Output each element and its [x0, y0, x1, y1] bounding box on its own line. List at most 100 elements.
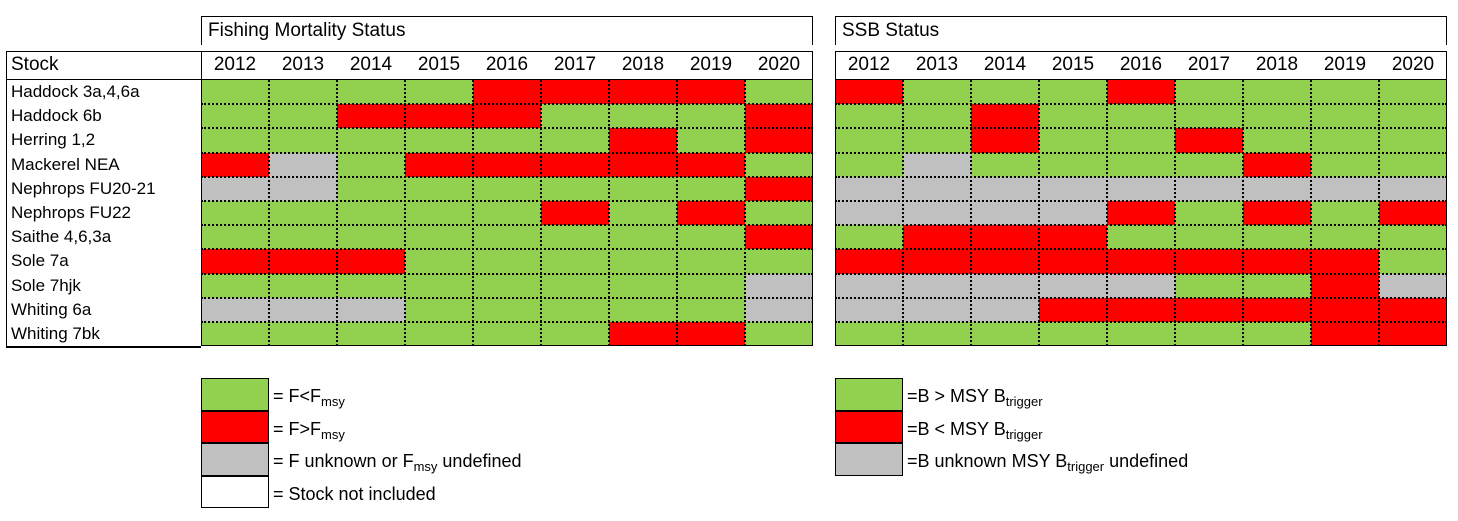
fishing-mortality-status-cell [405, 176, 473, 201]
fishing-mortality-col-gridline [336, 80, 338, 347]
ssb-status-cell [903, 80, 971, 105]
ssb-status-cell [1311, 201, 1379, 226]
ssb-status-cell [1379, 201, 1447, 226]
ssb-year-header-row [835, 51, 1447, 80]
ssb-status-cell [1175, 128, 1243, 153]
legend-text: = F unknown or F [273, 451, 414, 471]
fishing-mortality-status-cell [269, 128, 337, 153]
fishing-mortality-status-cell [337, 297, 405, 322]
fishing-mortality-legend-swatch [201, 410, 269, 443]
ssb-status-cell [1379, 176, 1447, 201]
ssb-row-gridline [835, 321, 1447, 323]
fishing-mortality-status-cell [609, 201, 677, 226]
ssb-status-cell [835, 80, 903, 105]
ssb-status-cell [1379, 273, 1447, 298]
fishing-mortality-legend-label: = F unknown or Fmsy undefined [273, 445, 522, 477]
fishing-mortality-status-cell [541, 273, 609, 298]
fishing-mortality-year-label: 2018 [621, 54, 665, 75]
fishing-mortality-row-gridline [201, 224, 813, 227]
fishing-mortality-status-cell [405, 273, 473, 298]
stock-label: Herring 1,2 [6, 128, 201, 153]
fishing-mortality-status-cell [405, 128, 473, 153]
ssb-legend-swatch [835, 410, 903, 443]
stock-column-bottom-border [6, 346, 201, 348]
fishing-mortality-status-cell [677, 128, 745, 153]
ssb-status-cell [835, 273, 903, 298]
ssb-status-cell [1039, 249, 1107, 274]
fishing-mortality-status-cell [405, 104, 473, 129]
fishing-mortality-status-cell [541, 225, 609, 250]
fishing-mortality-status-cell [609, 128, 677, 153]
stock-column-header: Stock [6, 51, 201, 80]
ssb-legend-swatch [835, 378, 903, 411]
ssb-status-cell [1107, 80, 1175, 105]
ssb-row-gridline [835, 224, 1447, 227]
ssb-row-gridline [835, 272, 1447, 275]
fishing-mortality-status-cell [473, 80, 541, 105]
fishing-mortality-status-cell [405, 225, 473, 250]
fishing-mortality-status-cell [201, 225, 269, 250]
ssb-legend-label: =B unknown MSY Btrigger undefined [907, 445, 1188, 477]
fishing-mortality-status-cell [269, 273, 337, 298]
fishing-mortality-status-cell [473, 104, 541, 129]
legend-subscript: trigger [1067, 459, 1105, 474]
ssb-status-cell [835, 201, 903, 226]
ssb-status-cell [1175, 176, 1243, 201]
fishing-mortality-status-cell [609, 225, 677, 250]
fishing-mortality-status-cell [405, 297, 473, 322]
fishing-mortality-status-cell [609, 176, 677, 201]
fishing-mortality-row-gridline [201, 321, 813, 323]
fishing-mortality-status-cell [473, 225, 541, 250]
fishing-mortality-status-cell [745, 80, 813, 105]
ssb-year-label: 2012 [847, 54, 891, 75]
fishing-mortality-status-cell [609, 152, 677, 177]
ssb-status-cell [971, 273, 1039, 298]
fishing-mortality-status-cell [541, 152, 609, 177]
fishing-mortality-legend-label: = Stock not included [273, 478, 436, 510]
ssb-status-cell [1175, 201, 1243, 226]
fishing-mortality-status-cell [201, 176, 269, 201]
legend-subscript: msy [413, 459, 438, 474]
fishing-mortality-row-gridline [201, 175, 813, 178]
fishing-mortality-status-cell [473, 273, 541, 298]
fishing-mortality-status-cell [745, 322, 813, 347]
fishing-mortality-status-cell [677, 201, 745, 226]
fishing-mortality-status-cell [745, 152, 813, 177]
fishing-mortality-legend-swatch [201, 443, 269, 476]
ssb-year-label: 2016 [1119, 54, 1163, 75]
fishing-mortality-status-cell [541, 322, 609, 347]
fishing-mortality-status-cell [541, 201, 609, 226]
ssb-status-cell [1107, 273, 1175, 298]
ssb-status-cell [1039, 201, 1107, 226]
ssb-year-label: 2014 [983, 54, 1027, 75]
fishing-mortality-status-cell [405, 249, 473, 274]
fishing-mortality-status-cell [337, 322, 405, 347]
ssb-status-cell [971, 322, 1039, 347]
ssb-status-cell [1039, 128, 1107, 153]
ssb-status-cell [1039, 104, 1107, 129]
fishing-mortality-status-cell [201, 273, 269, 298]
stock-label: Sole 7a [6, 249, 201, 274]
ssb-status-cell [1039, 80, 1107, 105]
ssb-status-cell [1243, 273, 1311, 298]
legend-text: =B < MSY B [907, 418, 1006, 439]
ssb-row-gridline [835, 127, 1447, 130]
fishing-mortality-legend-swatch [201, 475, 269, 508]
ssb-status-cell [1379, 297, 1447, 322]
fishing-mortality-status-cell [337, 249, 405, 274]
fishing-mortality-status-cell [269, 152, 337, 177]
legend-text: = F>F [273, 418, 322, 439]
fishing-mortality-status-cell [337, 80, 405, 105]
ssb-status-cell [1107, 201, 1175, 226]
ssb-status-cell [1175, 104, 1243, 129]
fishing-mortality-status-cell [201, 152, 269, 177]
ssb-status-cell [1243, 322, 1311, 347]
ssb-status-cell [1379, 128, 1447, 153]
fishing-mortality-status-cell [473, 176, 541, 201]
fishing-mortality-status-cell [473, 322, 541, 347]
ssb-row-gridline [835, 248, 1447, 251]
ssb-status-cell [1311, 322, 1379, 347]
fishing-mortality-status-cell [541, 176, 609, 201]
fishing-mortality-panel-title: Fishing Mortality Status [201, 16, 813, 45]
ssb-status-cell [1243, 297, 1311, 322]
